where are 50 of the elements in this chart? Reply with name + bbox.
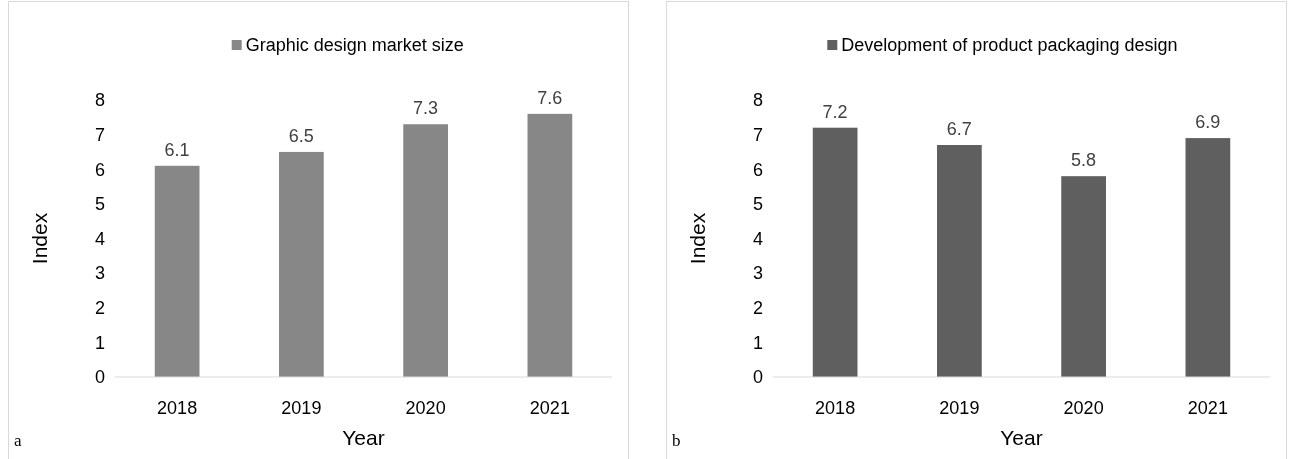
y-tick-label: 3 (752, 263, 763, 284)
x-tick-label: 2020 (1063, 398, 1104, 419)
y-tick-label: 4 (94, 228, 105, 249)
x-tick-label: 2019 (939, 398, 980, 419)
data-label: 7.6 (537, 87, 563, 108)
bar (937, 145, 982, 377)
data-label: 6.1 (164, 139, 190, 160)
y-tick-label: 6 (94, 159, 105, 180)
x-tick-label: 2018 (815, 398, 856, 419)
bar (1061, 176, 1106, 377)
bar (1185, 138, 1231, 377)
data-label: 5.8 (1071, 150, 1097, 171)
legend-label: Development of product packaging design (841, 35, 1178, 56)
y-tick-label: 1 (752, 332, 763, 353)
y-tick-label: 3 (94, 263, 105, 284)
x-tick-label: 2018 (157, 398, 198, 419)
y-tick-label: 5 (752, 194, 763, 215)
y-tick-label: 7 (94, 124, 105, 145)
bar (403, 124, 448, 377)
bar (812, 127, 858, 377)
legend-label: Graphic design market size (245, 35, 464, 56)
x-axis-title: Year (1000, 426, 1043, 450)
x-tick-label: 2021 (1187, 398, 1228, 419)
y-tick-label: 2 (752, 298, 763, 319)
bar (279, 151, 324, 377)
y-tick-label: 4 (752, 228, 763, 249)
y-tick-label: 5 (94, 194, 105, 215)
y-axis-title: Index (28, 212, 52, 265)
data-label: 6.9 (1195, 112, 1221, 133)
data-label: 6.5 (288, 125, 314, 146)
y-tick-label: 7 (752, 124, 763, 145)
text: a (14, 430, 22, 450)
x-axis-title: Year (342, 426, 385, 450)
bar (527, 113, 573, 377)
x-tick-label: 2019 (281, 398, 322, 419)
y-tick-label: 1 (94, 332, 105, 353)
y-tick-label: 0 (94, 367, 105, 388)
y-tick-label: 0 (752, 367, 763, 388)
y-tick-label: 6 (752, 159, 763, 180)
y-tick-label: 8 (752, 90, 763, 111)
x-tick-label: 2021 (529, 398, 570, 419)
data-label: 7.3 (413, 98, 439, 119)
y-axis-title: Index (686, 212, 710, 265)
data-label: 6.7 (946, 119, 972, 140)
data-label: 7.2 (822, 101, 848, 122)
y-tick-label: 8 (94, 90, 105, 111)
x-tick-label: 2020 (405, 398, 446, 419)
text: b (672, 430, 681, 450)
bar (154, 165, 200, 377)
y-tick-label: 2 (94, 298, 105, 319)
